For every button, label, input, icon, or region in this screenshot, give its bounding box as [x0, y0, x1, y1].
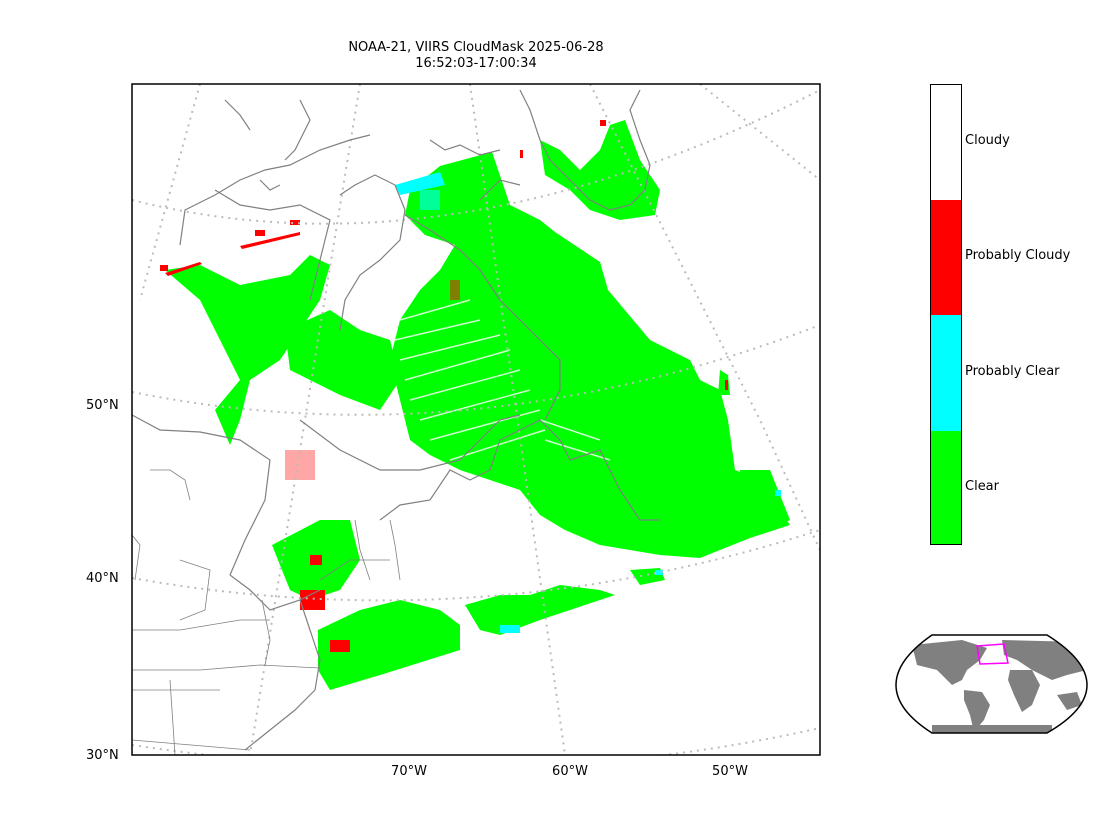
legend-swatch-cloudy — [931, 85, 961, 200]
lat-label-50n: 50°N — [86, 398, 119, 413]
legend-colorbar — [930, 84, 962, 545]
legend-swatch-clear — [931, 431, 961, 544]
state-borders — [132, 469, 401, 755]
legend-label-probably-clear: Probably Clear — [965, 364, 1060, 379]
probably-clear-regions — [395, 172, 781, 633]
probably-cloudy-regions — [160, 120, 728, 652]
legend-label-probably-cloudy: Probably Cloudy — [965, 248, 1071, 263]
legend-swatch-probably-clear — [931, 315, 961, 431]
graticule — [132, 84, 820, 755]
legend-label-clear: Clear — [965, 479, 999, 494]
lon-label-50w: 50°W — [712, 764, 748, 779]
lat-label-40n: 40°N — [86, 571, 119, 586]
lat-label-30n: 30°N — [86, 748, 119, 763]
inset-region-box — [976, 643, 1009, 665]
inset-outline — [895, 634, 1088, 734]
legend-label-cloudy: Cloudy — [965, 133, 1010, 148]
map-title-line1: NOAA-21, VIIRS CloudMask 2025-06-28 — [348, 40, 604, 55]
cloud-mask-swath — [165, 120, 790, 690]
lon-label-60w: 60°W — [552, 764, 588, 779]
world-inset-map — [895, 634, 1088, 734]
lon-label-70w: 70°W — [391, 764, 427, 779]
map-frame — [131, 83, 821, 756]
coastlines — [132, 89, 660, 751]
legend-swatch-probably-cloudy — [931, 200, 961, 315]
map-title-line2: 16:52:03-17:00:34 — [415, 56, 537, 71]
